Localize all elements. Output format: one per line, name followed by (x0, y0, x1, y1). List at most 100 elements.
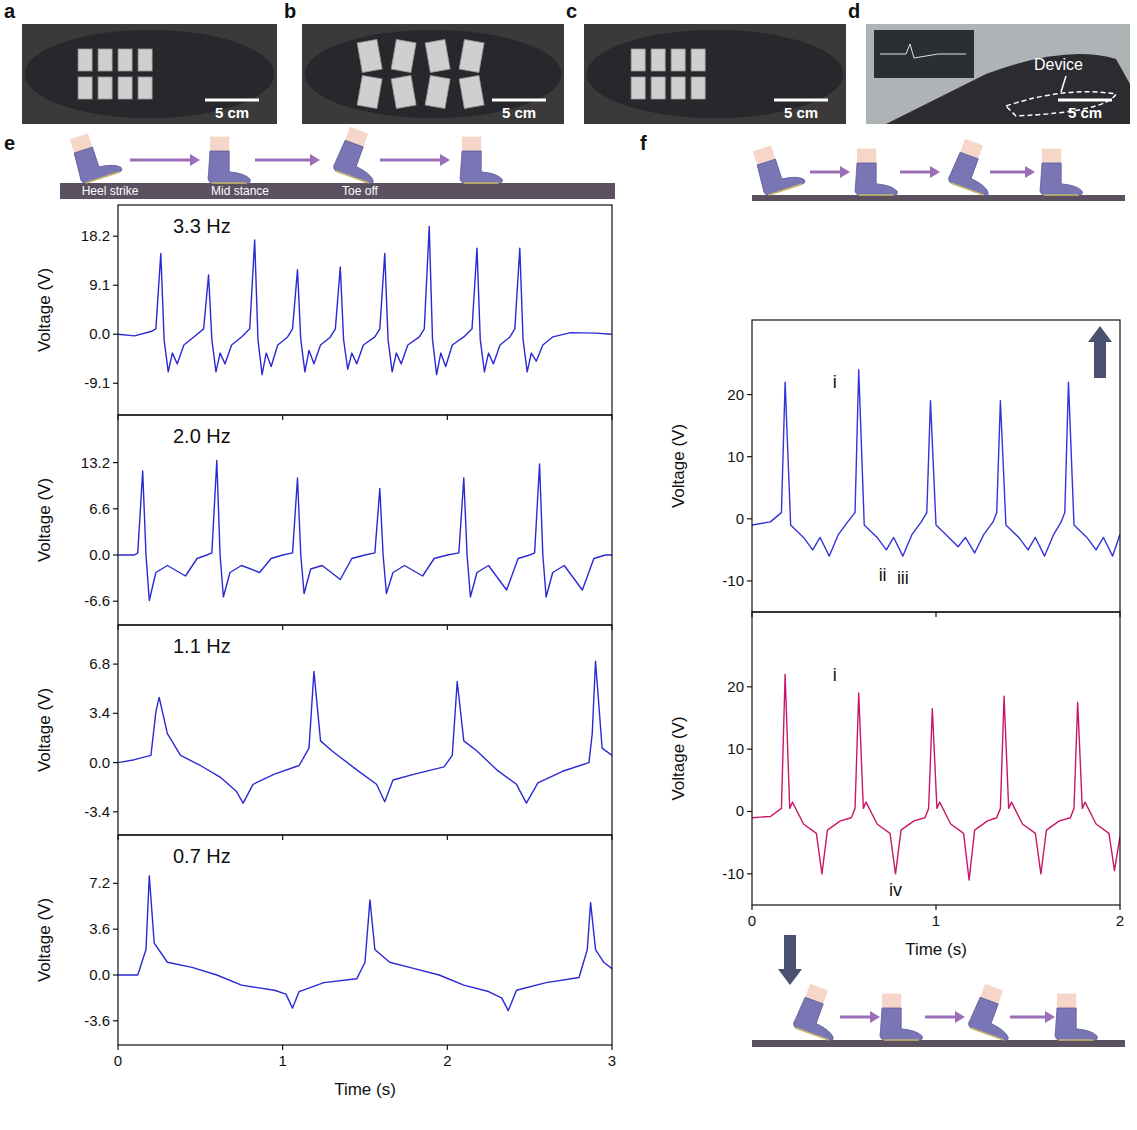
y-tick (747, 811, 752, 812)
y-tick (747, 749, 752, 750)
foot (68, 127, 123, 184)
y-tick-label: 10 (727, 740, 744, 757)
pad (138, 49, 152, 71)
y-axis-title: Voltage (V) (35, 898, 54, 982)
ground (60, 183, 615, 199)
sole (859, 194, 894, 196)
annotation: i (833, 372, 837, 392)
y-axis-title: Voltage (V) (35, 688, 54, 772)
foot (332, 126, 388, 184)
monitor-trace (880, 44, 966, 58)
scale-bar-label: 5 cm (784, 104, 818, 121)
y-tick-label: 0.0 (89, 754, 110, 771)
sock (755, 153, 805, 197)
sock (1040, 163, 1082, 195)
x-tick (935, 612, 936, 617)
photo: 5 cm (22, 24, 277, 124)
sock (460, 151, 502, 183)
y-tick-label: 13.2 (81, 454, 110, 471)
sole (769, 184, 802, 195)
y-tick (747, 873, 752, 874)
sock (855, 163, 897, 195)
x-axis-title: Time (s) (334, 1080, 396, 1099)
photo-background (866, 24, 1130, 124)
device-arrow (1061, 76, 1066, 92)
x-tick-label: 2 (1116, 912, 1124, 929)
photo: 5 cm (584, 24, 846, 124)
x-tick (282, 1045, 283, 1050)
x-tick (447, 1045, 448, 1050)
sock (208, 151, 250, 183)
sock (72, 141, 122, 185)
pad (391, 75, 416, 108)
arrow-head (870, 1011, 880, 1023)
sole (464, 182, 499, 184)
y-tick-label: -10 (722, 865, 744, 882)
photo: Device5 cm (866, 24, 1130, 124)
y-tick (747, 686, 752, 687)
y-tick-label: 6.6 (89, 500, 110, 517)
x-tick (611, 1045, 612, 1050)
foot (1055, 994, 1097, 1040)
y-tick (113, 1020, 118, 1021)
pad (631, 77, 645, 99)
pad (78, 77, 92, 99)
y-tick (113, 236, 118, 237)
arrow (900, 171, 932, 174)
y-tick-label: -6.6 (84, 592, 110, 609)
panel-title: 2.0 Hz (173, 425, 231, 447)
frame (118, 835, 612, 1045)
photo-background (584, 24, 846, 124)
foot (751, 139, 806, 196)
x-tick-label: 0 (748, 912, 756, 929)
sock (1055, 1008, 1097, 1040)
sock (886, 54, 1130, 124)
y-tick (747, 518, 752, 519)
foot (855, 149, 897, 195)
sock (967, 997, 1018, 1042)
y-tick-label: -10 (722, 572, 744, 589)
y-axis-title: Voltage (V) (669, 716, 688, 800)
y-axis-title: Voltage (V) (35, 478, 54, 562)
y-tick-label: 0.0 (89, 546, 110, 563)
scale-bar (774, 99, 828, 102)
panel-letter: f (640, 132, 647, 154)
arrow (840, 1016, 872, 1019)
x-tick (751, 905, 752, 910)
plot-area (118, 461, 612, 601)
chart: -3.60.03.67.201230.7 HzVoltage (V)Time (… (35, 835, 616, 1099)
frame (118, 415, 612, 625)
foot (880, 994, 922, 1040)
scale-bar (492, 99, 546, 102)
sole (971, 1028, 1004, 1040)
pad (459, 75, 484, 108)
signal-line (752, 674, 1120, 880)
arrow-head (190, 154, 200, 166)
annotation: i (833, 665, 837, 685)
annotation: iv (889, 880, 902, 900)
y-tick (113, 762, 118, 763)
y-tick (113, 383, 118, 384)
x-tick (447, 415, 448, 420)
x-tick-label: 3 (608, 1052, 616, 1069)
foot (460, 137, 502, 183)
ground (752, 1040, 1125, 1047)
pad (391, 39, 416, 72)
arrow (1010, 1016, 1047, 1019)
y-tick-label: 18.2 (81, 227, 110, 244)
foot (208, 137, 250, 183)
pad (459, 39, 484, 72)
monitor (874, 30, 974, 78)
gait-cartoon (751, 138, 1125, 201)
photo-background (302, 24, 564, 124)
page: {"photos":[{"label":"a","scale_bar":"5 c… (0, 0, 1137, 1130)
arrow-head (840, 166, 850, 178)
plot-area (752, 674, 1120, 880)
signal-line (118, 461, 612, 601)
y-tick (113, 713, 118, 714)
chart: -1001020Voltage (V)iiiiii (669, 320, 1120, 617)
y-tick (113, 285, 118, 286)
frame (752, 612, 1120, 905)
signal-line (118, 876, 612, 1011)
plot-area (118, 661, 612, 803)
